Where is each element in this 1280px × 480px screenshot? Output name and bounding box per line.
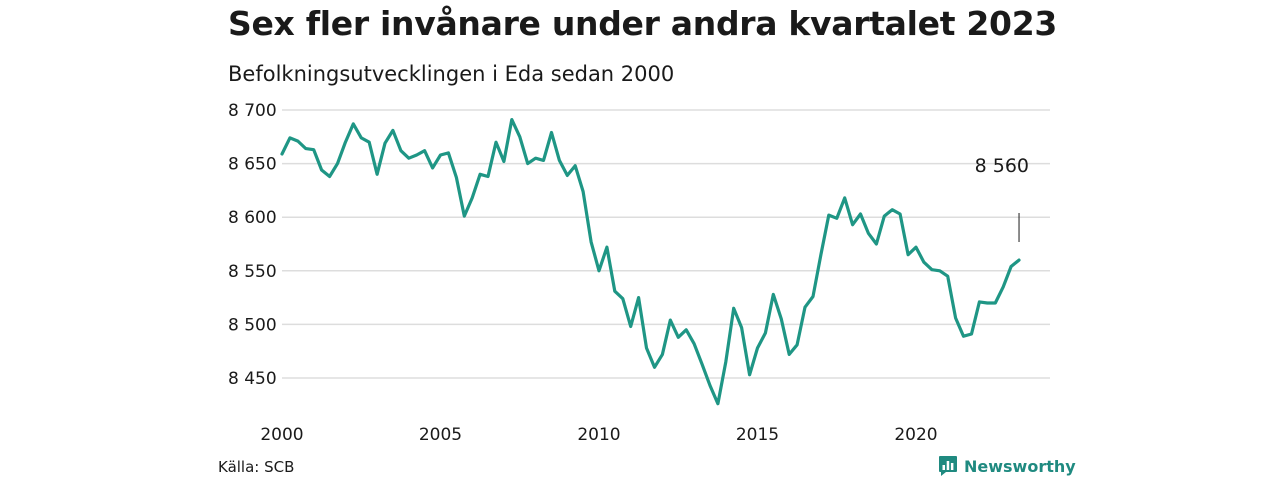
- x-tick-label: 2000: [260, 425, 303, 445]
- y-tick-label: 8 600: [228, 208, 277, 228]
- y-axis: 8 450 8 500 8 550 8 600 8 650 8 700: [228, 101, 277, 389]
- x-tick-label: 2010: [577, 425, 620, 445]
- x-tick-label: 2020: [894, 425, 937, 445]
- source-note: Källa: SCB: [218, 458, 295, 476]
- x-axis: 2000 2005 2010 2015 2020: [260, 425, 937, 445]
- series-line: [280, 117, 1021, 406]
- x-tick-label: 2015: [736, 425, 779, 445]
- chart-subtitle: Befolkningsutvecklingen i Eda sedan 2000: [228, 62, 675, 86]
- brand-logo: Newsworthy: [938, 455, 1076, 477]
- grid-lines: [282, 109, 1050, 379]
- y-tick-label: 8 550: [228, 262, 277, 282]
- series-group: [280, 117, 1021, 406]
- y-tick-label: 8 650: [228, 155, 277, 175]
- brand-name: Newsworthy: [964, 456, 1076, 476]
- y-tick-label: 8 700: [228, 101, 277, 121]
- newsworthy-logo-icon: [939, 456, 957, 476]
- y-tick-label: 8 450: [228, 369, 277, 389]
- y-tick-label: 8 500: [228, 315, 277, 335]
- chart-title: Sex fler invånare under andra kvartalet …: [228, 4, 1058, 43]
- annotation-group: 8 560: [975, 155, 1029, 242]
- x-tick-label: 2005: [419, 425, 462, 445]
- annotation-label: 8 560: [975, 155, 1029, 177]
